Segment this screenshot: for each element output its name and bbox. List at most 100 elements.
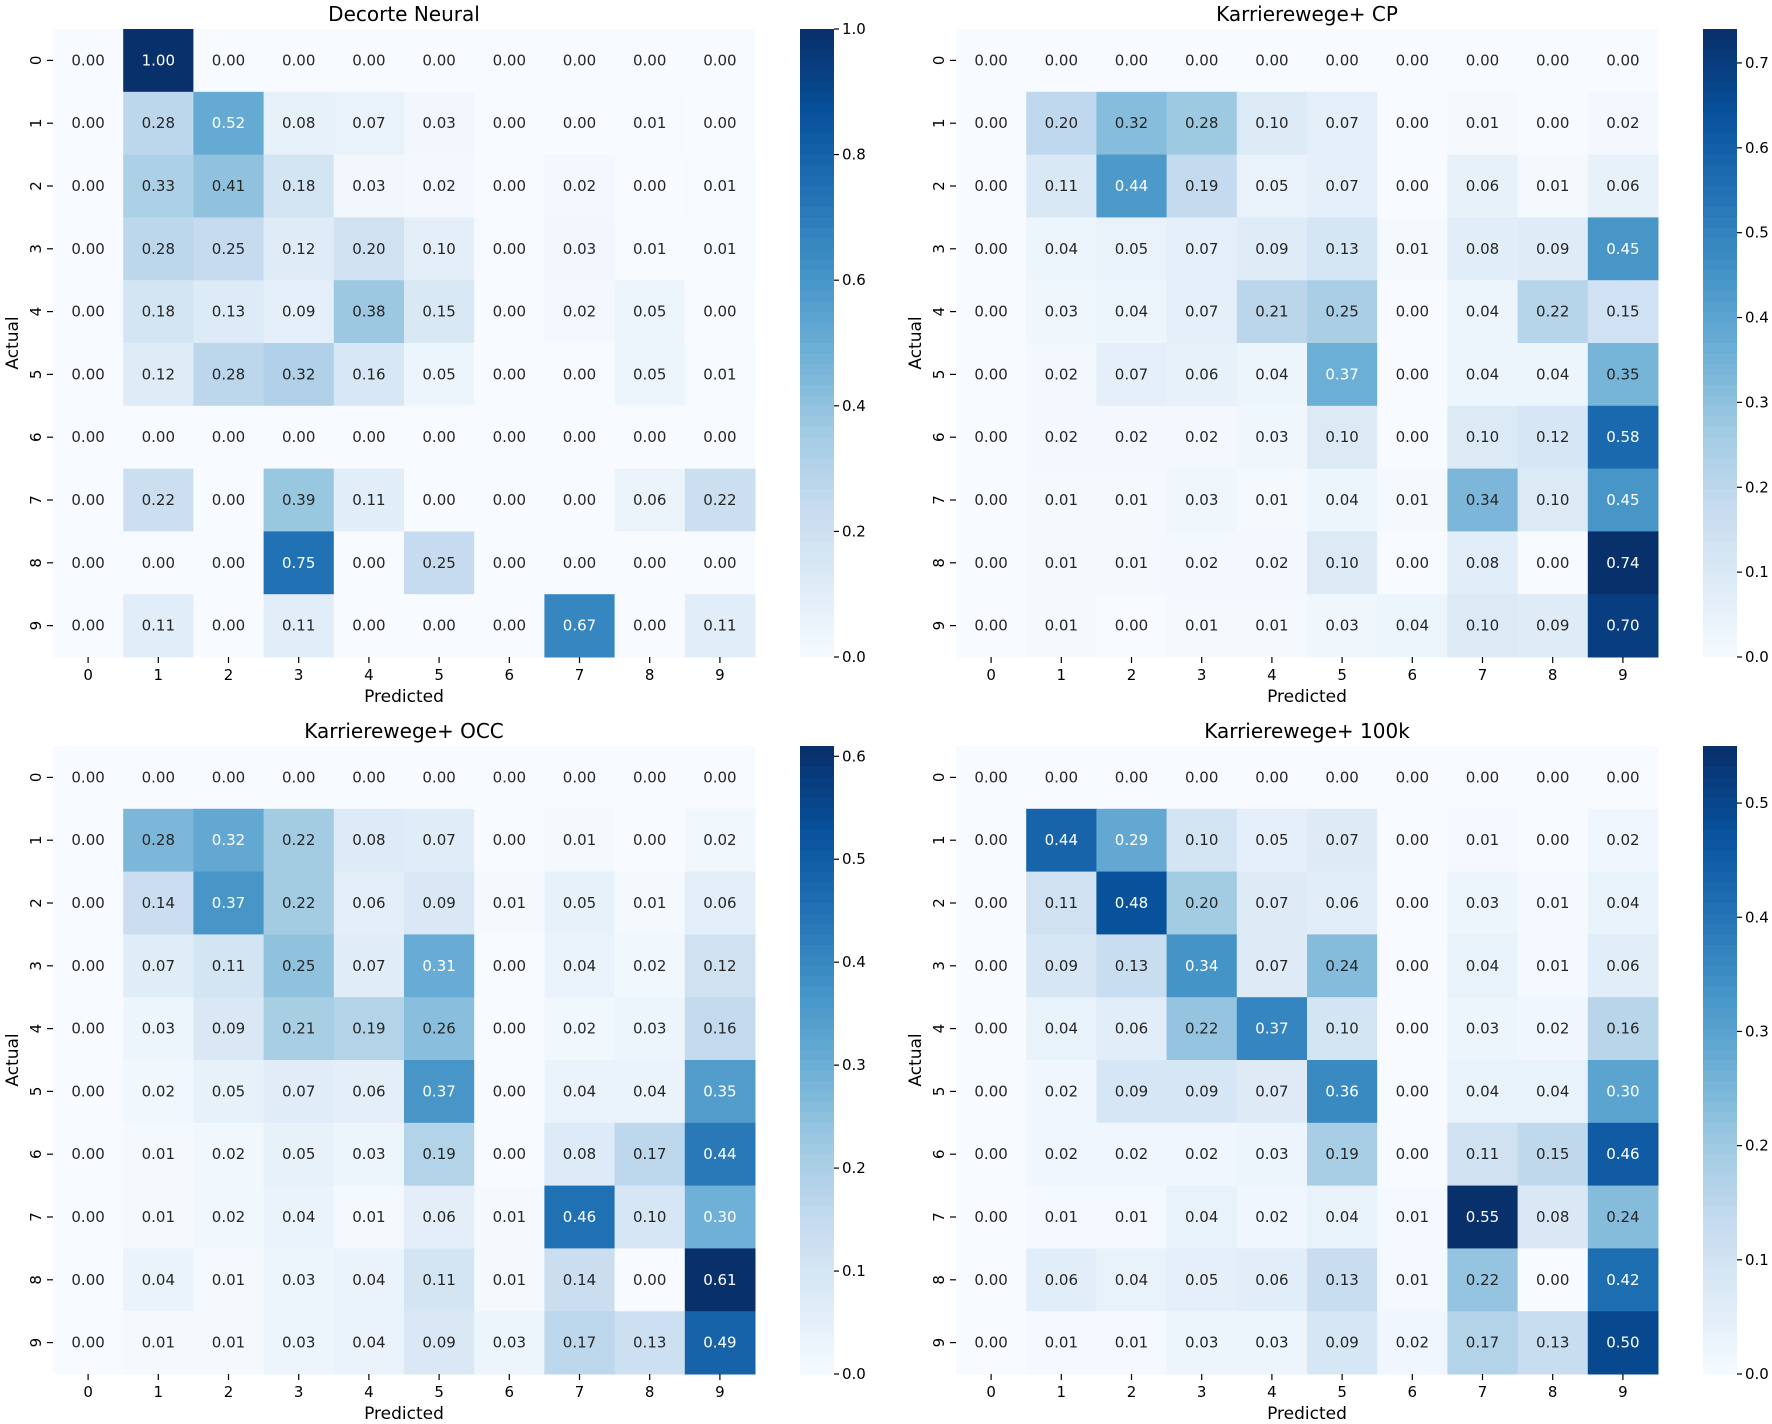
heatmap-cell xyxy=(333,154,405,218)
heatmap-cell xyxy=(1587,91,1659,156)
cell-value-label: 0.00 xyxy=(633,617,666,635)
cell-value-label: 0.09 xyxy=(282,303,315,321)
heatmap-cell xyxy=(1587,217,1659,281)
heatmap-cell xyxy=(53,934,124,998)
y-tick-label: 5 xyxy=(930,1087,948,1097)
colorbar-segment xyxy=(800,1258,834,1270)
colorbar-segment xyxy=(1703,206,1737,218)
heatmap-cell xyxy=(1517,468,1589,532)
colorbar-segment xyxy=(1703,1060,1737,1072)
heatmap-cell xyxy=(1096,1185,1168,1249)
colorbar-segment xyxy=(1703,1217,1737,1229)
cell-value-label: 0.00 xyxy=(1536,554,1569,572)
colorbar-segment xyxy=(800,892,834,904)
colorbar-tick-label: 0.3 xyxy=(1745,1022,1769,1040)
y-tick-label: 4 xyxy=(27,307,45,317)
heatmap-cell xyxy=(684,154,756,218)
cell-value-label: 0.00 xyxy=(1325,51,1358,69)
cell-value-label: 0.00 xyxy=(1396,554,1429,572)
heatmap-cell xyxy=(263,746,335,810)
cell-value-label: 0.00 xyxy=(71,554,104,572)
colorbar-segment xyxy=(800,259,834,271)
cell-value-label: 0.00 xyxy=(633,428,666,446)
cell-value-label: 0.08 xyxy=(563,1145,596,1163)
heatmap-cell xyxy=(956,1185,1027,1249)
colorbar-segment xyxy=(800,766,834,778)
cell-value-label: 0.00 xyxy=(974,617,1007,635)
heatmap-cell xyxy=(614,405,686,470)
colorbar-segment xyxy=(1703,1039,1737,1051)
heatmap-cell xyxy=(333,531,405,595)
y-axis-label: Actual xyxy=(906,316,926,369)
colorbar-segment xyxy=(800,186,834,198)
colorbar-segment xyxy=(1703,934,1737,946)
heatmap-cell xyxy=(123,280,194,344)
colorbar-segment xyxy=(1703,133,1737,145)
cell-value-label: 0.00 xyxy=(71,1271,104,1289)
cell-value-label: 0.06 xyxy=(703,894,736,912)
colorbar-segment xyxy=(800,70,834,82)
colorbar-segment xyxy=(1703,1353,1737,1365)
cell-value-label: 0.00 xyxy=(71,240,104,258)
colorbar-segment xyxy=(800,311,834,323)
cell-value-label: 0.28 xyxy=(212,365,245,383)
heatmap-cell xyxy=(1307,746,1378,810)
cell-value-label: 0.04 xyxy=(1045,1020,1078,1038)
colorbar-segment xyxy=(1703,1311,1737,1323)
heatmap-cell xyxy=(1447,154,1519,218)
cell-value-label: 0.00 xyxy=(1045,768,1078,786)
heatmap-cell xyxy=(404,594,475,658)
colorbar-segment xyxy=(1703,944,1737,956)
colorbar-segment xyxy=(1703,81,1737,93)
cell-value-label: 0.03 xyxy=(563,240,596,258)
cell-value-label: 0.15 xyxy=(1536,1145,1569,1163)
heatmap-cell xyxy=(956,154,1027,218)
colorbar-segment xyxy=(1703,248,1737,260)
cell-value-label: 0.01 xyxy=(212,1271,245,1289)
cell-value-label: 0.19 xyxy=(352,1020,385,1038)
cell-value-label: 0.33 xyxy=(142,177,175,195)
y-tick-label: 5 xyxy=(930,370,948,380)
heatmap-cell xyxy=(1587,1185,1659,1249)
cell-value-label: 0.00 xyxy=(1396,1082,1429,1100)
cell-value-label: 0.09 xyxy=(212,1020,245,1038)
cell-value-label: 0.06 xyxy=(352,894,385,912)
heatmap-cell xyxy=(263,1185,335,1249)
heatmap-cell xyxy=(956,280,1027,344)
y-tick-label: 8 xyxy=(27,1275,45,1285)
cell-value-label: 0.05 xyxy=(633,365,666,383)
cell-value-label: 0.22 xyxy=(1536,303,1569,321)
heatmap-cell xyxy=(193,531,265,595)
y-tick-label: 4 xyxy=(27,1024,45,1034)
heatmap-cell xyxy=(1517,1122,1589,1187)
heatmap-cell xyxy=(1307,468,1378,532)
y-tick-label: 6 xyxy=(27,1149,45,1159)
x-tick-label: 1 xyxy=(1057,1383,1067,1401)
cell-value-label: 0.00 xyxy=(212,617,245,635)
cell-value-label: 0.11 xyxy=(352,491,385,509)
cell-value-label: 0.04 xyxy=(1466,303,1499,321)
x-tick-label: 4 xyxy=(364,666,374,684)
heatmap-cell xyxy=(1166,934,1238,998)
colorbar-segment xyxy=(1703,573,1737,585)
cell-value-label: 0.00 xyxy=(71,114,104,132)
heatmap-cell xyxy=(684,1248,756,1312)
heatmap-cell xyxy=(684,997,756,1061)
heatmap-cell xyxy=(1166,1248,1238,1312)
cell-value-label: 0.16 xyxy=(703,1020,736,1038)
heatmap-cell xyxy=(333,997,405,1061)
heatmap-cell xyxy=(193,746,265,810)
cell-value-label: 0.10 xyxy=(1466,428,1499,446)
y-tick-label: 9 xyxy=(27,621,45,631)
colorbar-segment xyxy=(1703,332,1737,344)
colorbar-segment xyxy=(800,840,834,852)
heatmap-cell xyxy=(1307,1185,1378,1249)
cell-value-label: 0.04 xyxy=(1466,365,1499,383)
cell-value-label: 0.07 xyxy=(1255,957,1288,975)
colorbar-segment xyxy=(1703,186,1737,198)
heatmap-cell xyxy=(614,91,686,156)
heatmap-cell xyxy=(404,468,475,532)
heatmap-cell xyxy=(544,531,616,595)
heatmap-cell xyxy=(1166,531,1238,595)
cell-value-label: 0.00 xyxy=(1396,303,1429,321)
